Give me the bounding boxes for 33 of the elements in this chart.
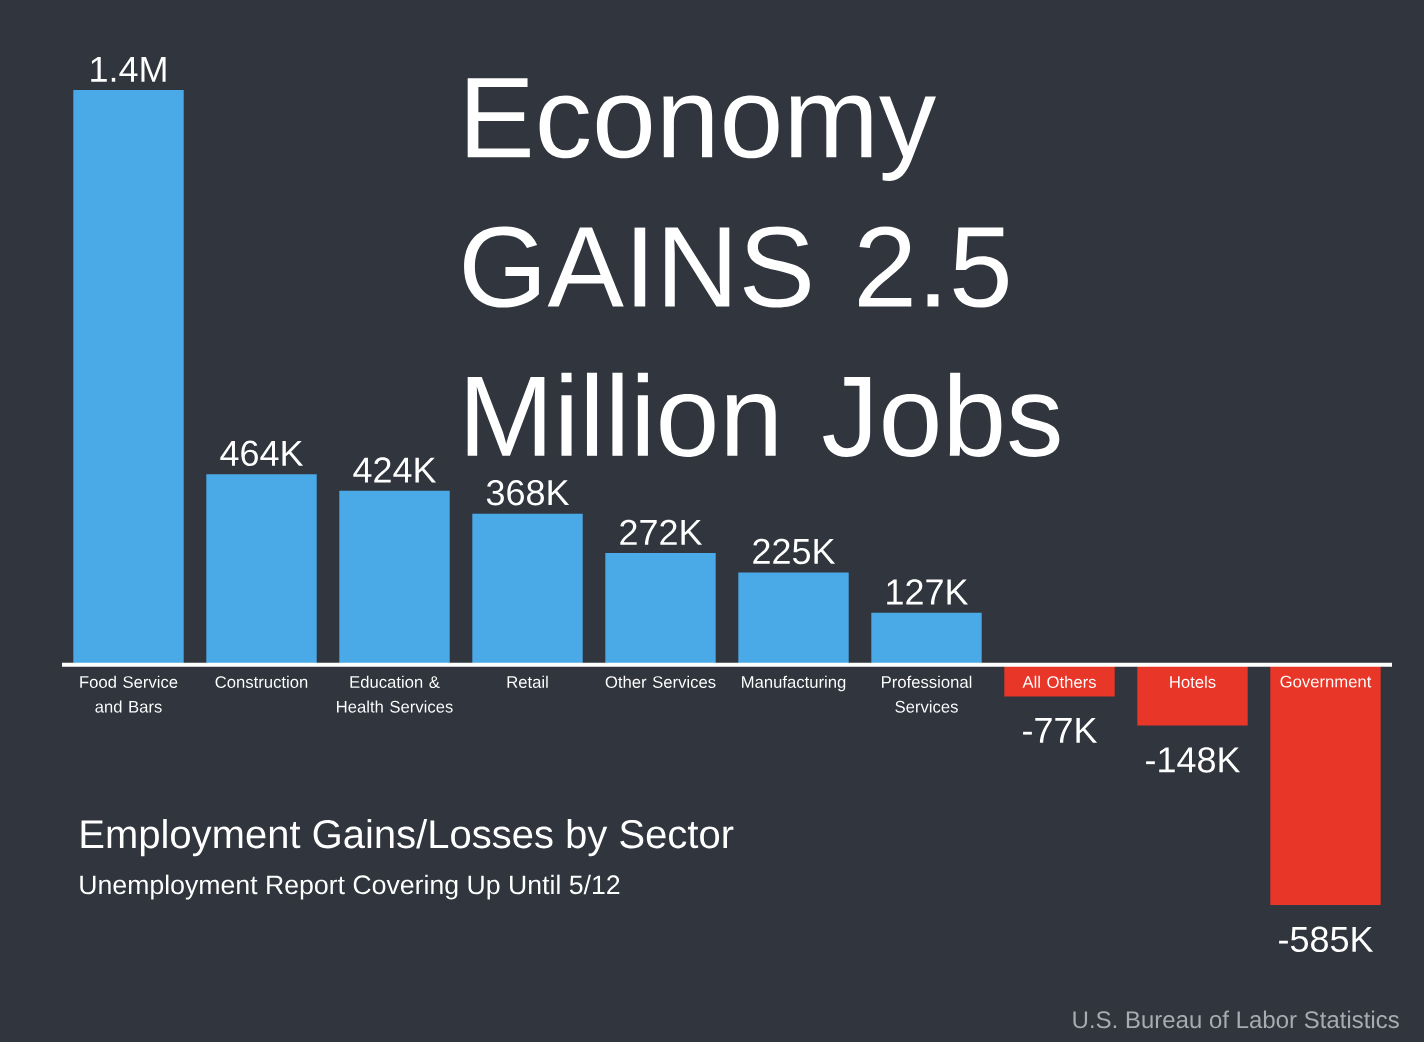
text: Economy GAINS 2.5 Million Jobs	[464, 78, 1060, 457]
x-tick-label: Hotels	[1170, 675, 1216, 688]
x-tick-label: Government	[1280, 675, 1372, 688]
annotation: Unemployment Report Covering Up Until 5/12	[80, 874, 620, 900]
data-label: 225K	[753, 538, 836, 565]
bar	[73, 89, 184, 665]
bar	[472, 513, 583, 665]
bar	[871, 612, 982, 665]
bar	[206, 474, 317, 665]
data-label: -77K	[1023, 718, 1098, 743]
text: U.S. Bureau of Labor Statistics	[1073, 1010, 1399, 1029]
data-label: -148K	[1146, 747, 1241, 773]
bar	[1137, 664, 1248, 726]
x-tick-label: All Others	[1022, 675, 1096, 688]
data-label: 127K	[887, 579, 969, 605]
data-label: 1.4M	[91, 56, 166, 82]
bar	[605, 553, 716, 665]
x-tick-label: Manufacturing	[742, 675, 846, 692]
data-label: -585K	[1279, 926, 1374, 953]
bar	[1270, 664, 1381, 905]
data-label: 368K	[486, 479, 570, 506]
data-label: 272K	[620, 519, 703, 545]
bar	[339, 490, 450, 665]
x-tick-label: Retail	[507, 675, 548, 688]
bar	[738, 572, 849, 665]
x-tick-label: Education & Health Services	[337, 675, 453, 713]
x-tick-label: Professional Services	[882, 675, 972, 713]
x-tick-label: Other Services	[605, 675, 716, 688]
x-tick-label: Construction	[215, 675, 308, 688]
data-label: 464K	[220, 440, 304, 467]
text: Employment Gains/Losses by Sector	[81, 819, 734, 857]
x-tick-label: Food Service and Bars	[80, 675, 178, 713]
data-label: 424K	[353, 457, 437, 483]
